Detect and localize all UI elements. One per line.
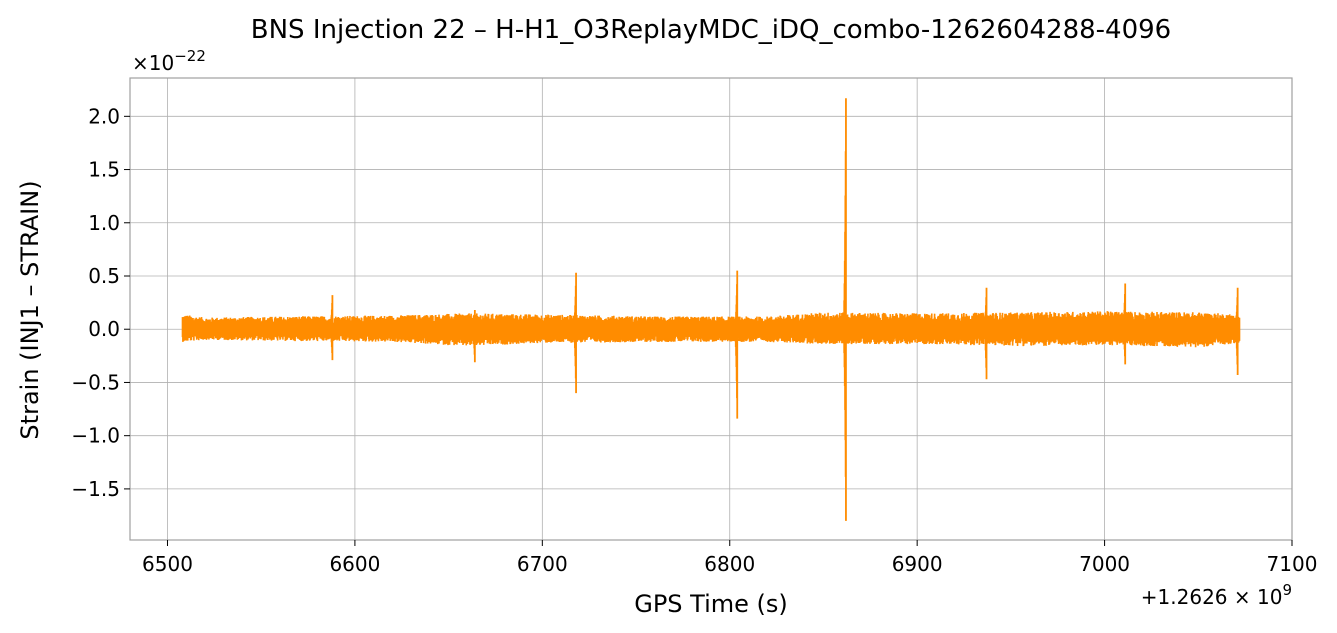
x-tick-label: 6600 bbox=[329, 552, 380, 576]
strain-spike bbox=[1233, 287, 1239, 375]
y-tick-label: 1.0 bbox=[88, 211, 120, 235]
strain-series-line bbox=[181, 311, 1241, 348]
y-tick-label: −0.5 bbox=[71, 370, 120, 394]
plot-area bbox=[181, 98, 1241, 521]
y-tick-label: 1.5 bbox=[88, 158, 120, 182]
x-axis-ticks: 6500 6600 6700 6800 6900 7000 7100 bbox=[142, 540, 1317, 576]
strain-spike bbox=[841, 98, 847, 521]
x-tick-label: 6800 bbox=[704, 552, 755, 576]
strain-spike bbox=[571, 272, 577, 394]
x-axis-label: GPS Time (s) bbox=[634, 590, 788, 618]
y-tick-label: 0.5 bbox=[88, 264, 120, 288]
y-axis-ticks: 2.0 1.5 1.0 0.5 0.0 −0.5 −1.0 −1.5 bbox=[71, 104, 130, 501]
strain-spike bbox=[733, 270, 739, 419]
x-tick-label: 6500 bbox=[142, 552, 193, 576]
y-scale-multiplier: ×10−22 bbox=[132, 47, 206, 75]
x-tick-label: 6900 bbox=[892, 552, 943, 576]
x-tick-label: 7100 bbox=[1267, 552, 1318, 576]
y-axis-label: Strain (INJ1 – STRAIN) bbox=[16, 180, 44, 439]
y-tick-label: 0.0 bbox=[88, 317, 120, 341]
chart-title: BNS Injection 22 – H-H1_O3ReplayMDC_iDQ_… bbox=[251, 15, 1171, 45]
y-tick-label: −1.0 bbox=[71, 424, 120, 448]
strain-spike bbox=[328, 295, 334, 361]
y-tick-label: 2.0 bbox=[88, 104, 120, 128]
strain-spike bbox=[982, 287, 988, 380]
strain-spike bbox=[470, 310, 476, 363]
x-offset-label: +1.2626 × 109 bbox=[1141, 581, 1292, 609]
strain-spike bbox=[1121, 283, 1127, 365]
x-tick-label: 6700 bbox=[517, 552, 568, 576]
grid-lines bbox=[130, 78, 1292, 540]
y-tick-label: −1.5 bbox=[71, 477, 120, 501]
x-tick-label: 7000 bbox=[1079, 552, 1130, 576]
axes-frame bbox=[129, 77, 1293, 541]
